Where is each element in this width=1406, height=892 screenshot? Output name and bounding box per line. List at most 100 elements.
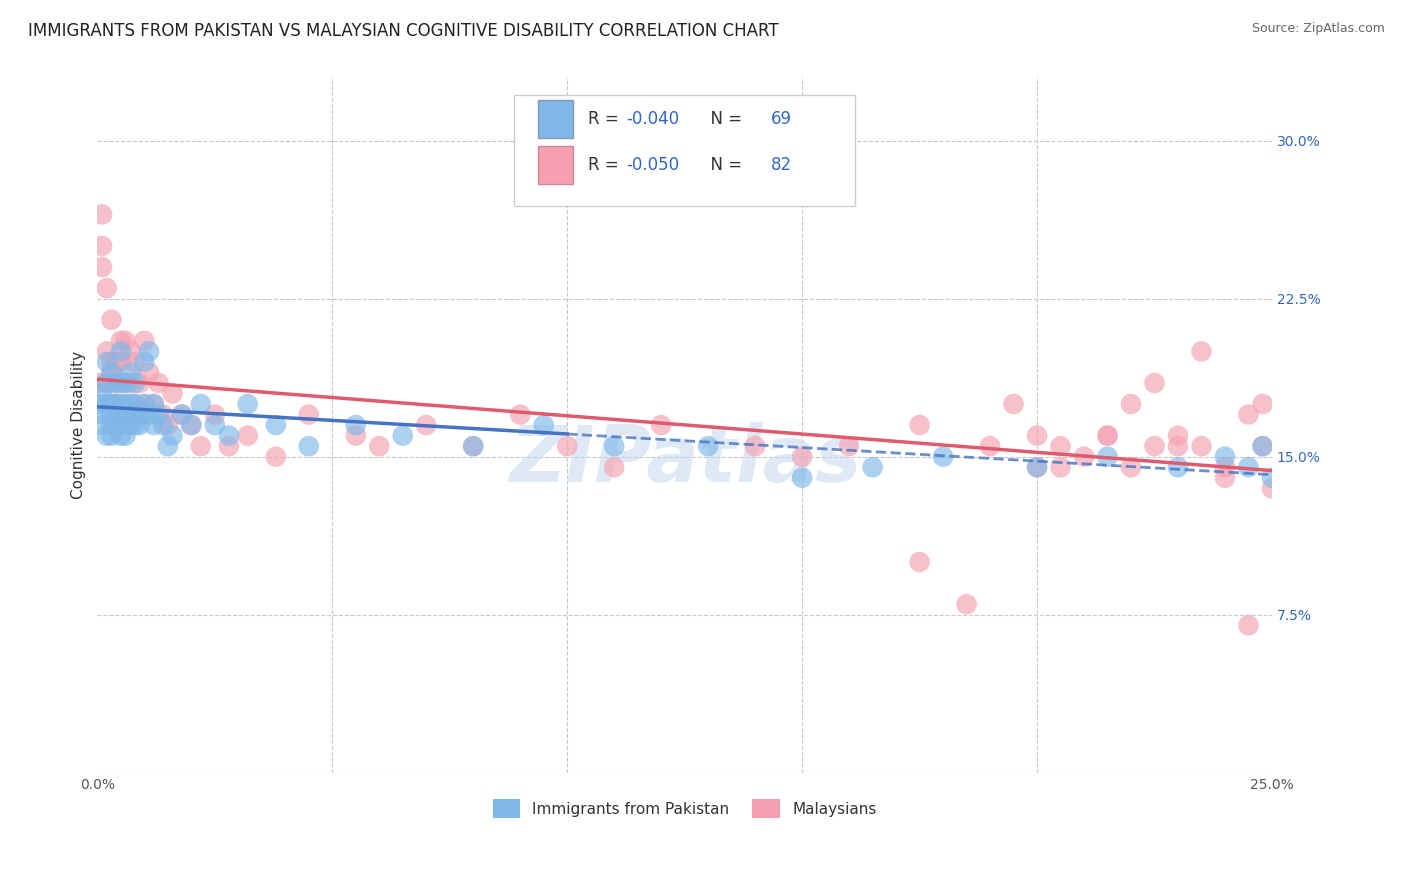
Point xyxy=(120,376,142,390)
FancyBboxPatch shape xyxy=(538,145,574,184)
Text: N =: N = xyxy=(700,110,748,128)
Point xyxy=(264,418,287,433)
Point xyxy=(114,408,136,422)
Point xyxy=(96,376,118,390)
Point xyxy=(1261,471,1284,485)
Point xyxy=(91,239,114,253)
Point xyxy=(134,355,156,369)
Text: Source: ZipAtlas.com: Source: ZipAtlas.com xyxy=(1251,22,1385,36)
Point xyxy=(100,397,122,411)
Point xyxy=(128,376,150,390)
Point xyxy=(162,428,184,442)
Y-axis label: Cognitive Disability: Cognitive Disability xyxy=(72,351,86,500)
Point xyxy=(463,439,485,453)
Point xyxy=(110,397,132,411)
Point xyxy=(120,366,142,380)
Point xyxy=(979,439,1001,453)
Point xyxy=(134,397,156,411)
Point xyxy=(152,418,174,433)
Point xyxy=(204,408,226,422)
Point xyxy=(96,355,118,369)
Point xyxy=(1143,439,1166,453)
Point xyxy=(838,439,860,453)
Point xyxy=(105,418,128,433)
Point xyxy=(96,397,118,411)
Text: 82: 82 xyxy=(770,156,792,174)
Point xyxy=(156,418,179,433)
Text: IMMIGRANTS FROM PAKISTAN VS MALAYSIAN COGNITIVE DISABILITY CORRELATION CHART: IMMIGRANTS FROM PAKISTAN VS MALAYSIAN CO… xyxy=(28,22,779,40)
Point xyxy=(105,397,128,411)
Point xyxy=(114,376,136,390)
Point xyxy=(298,408,321,422)
FancyBboxPatch shape xyxy=(538,100,574,138)
Point xyxy=(1049,439,1071,453)
Point xyxy=(1119,397,1142,411)
Point xyxy=(180,418,202,433)
Point xyxy=(1097,450,1119,464)
Point xyxy=(124,408,146,422)
Point xyxy=(124,397,146,411)
Point xyxy=(138,344,160,359)
Point xyxy=(697,439,720,453)
Point xyxy=(124,418,146,433)
Point xyxy=(120,397,142,411)
Point xyxy=(114,428,136,442)
Point xyxy=(218,428,240,442)
Point xyxy=(128,408,150,422)
Point xyxy=(96,428,118,442)
FancyBboxPatch shape xyxy=(515,95,855,206)
Point xyxy=(110,334,132,348)
Legend: Immigrants from Pakistan, Malaysians: Immigrants from Pakistan, Malaysians xyxy=(486,793,883,824)
Point xyxy=(96,397,118,411)
Point xyxy=(1026,460,1049,475)
Point xyxy=(96,344,118,359)
Point xyxy=(105,408,128,422)
Point xyxy=(100,428,122,442)
Point xyxy=(1213,450,1236,464)
Point xyxy=(1097,428,1119,442)
Point xyxy=(142,397,165,411)
Point xyxy=(89,397,111,411)
Point xyxy=(100,366,122,380)
Point xyxy=(110,376,132,390)
Point xyxy=(1097,428,1119,442)
Point xyxy=(91,408,114,422)
Point xyxy=(170,408,193,422)
Point xyxy=(96,281,118,295)
Point xyxy=(114,408,136,422)
Point xyxy=(100,312,122,326)
Point xyxy=(114,397,136,411)
Point xyxy=(603,460,626,475)
Point xyxy=(509,408,531,422)
Point xyxy=(114,334,136,348)
Point xyxy=(162,386,184,401)
Point xyxy=(344,418,367,433)
Point xyxy=(142,418,165,433)
Point xyxy=(236,428,259,442)
Point xyxy=(1237,408,1260,422)
Point xyxy=(1191,344,1213,359)
Point xyxy=(91,260,114,274)
Point xyxy=(1191,439,1213,453)
Point xyxy=(1167,428,1189,442)
Point xyxy=(908,555,931,569)
Point xyxy=(368,439,391,453)
Point xyxy=(1119,460,1142,475)
Point xyxy=(100,355,122,369)
Point xyxy=(128,418,150,433)
Point xyxy=(110,344,132,359)
Point xyxy=(415,418,437,433)
Point xyxy=(218,439,240,453)
Point xyxy=(1026,428,1049,442)
Point xyxy=(100,408,122,422)
Point xyxy=(138,366,160,380)
Point xyxy=(100,418,122,433)
Point xyxy=(955,597,977,611)
Point xyxy=(142,397,165,411)
Point xyxy=(124,376,146,390)
Point xyxy=(1049,460,1071,475)
Point xyxy=(128,408,150,422)
Point xyxy=(1213,460,1236,475)
Point xyxy=(105,376,128,390)
Point xyxy=(344,428,367,442)
